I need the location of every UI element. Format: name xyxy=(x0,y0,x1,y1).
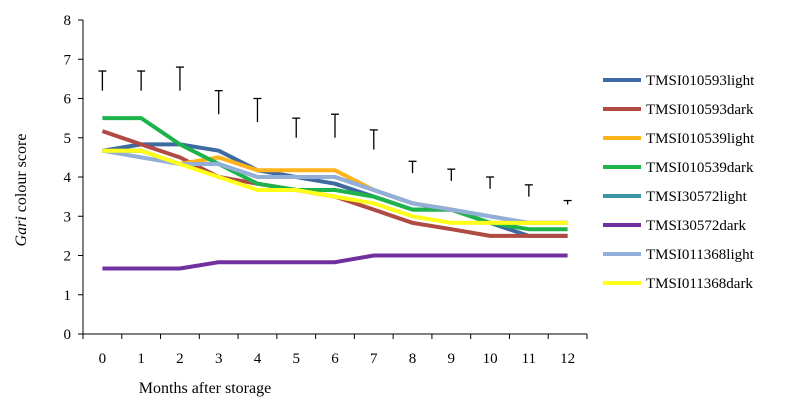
error-bar xyxy=(292,117,301,138)
error-bar xyxy=(369,129,378,150)
error-bar xyxy=(175,66,184,91)
legend-item: TMSI011368light xyxy=(603,247,755,263)
y-tick-label: 8 xyxy=(64,13,72,29)
x-tick-label: 1 xyxy=(137,351,145,367)
error-bar xyxy=(253,97,262,123)
series-lines xyxy=(101,116,568,271)
y-axis-title-italic: Gari xyxy=(13,216,30,246)
y-axis-title-rest: colour score xyxy=(13,134,30,217)
legend-label: TMSI010593light xyxy=(646,73,755,89)
x-tick-label: 5 xyxy=(292,351,300,367)
y-tick-label: 7 xyxy=(64,52,72,68)
legend-label: TMSI010539light xyxy=(646,131,755,147)
x-tick-label: 3 xyxy=(215,351,223,367)
error-bars xyxy=(98,66,572,205)
legend-item: TMSI010539light xyxy=(603,131,755,147)
x-tick-label: 4 xyxy=(254,351,262,367)
x-tick-label: 7 xyxy=(370,351,378,367)
x-tick-label: 11 xyxy=(522,351,536,367)
x-tick-label: 12 xyxy=(560,351,575,367)
x-tick-label: 6 xyxy=(331,351,339,367)
y-tick-label: 3 xyxy=(64,209,72,225)
legend-label: TMSI011368light xyxy=(646,247,755,263)
legend-item: TMSI30572dark xyxy=(603,218,746,234)
y-tick-label: 2 xyxy=(64,249,72,265)
x-axis-title: Months after storage xyxy=(139,380,271,397)
y-tick-label: 1 xyxy=(64,288,72,304)
error-bar xyxy=(447,168,456,181)
legend-item: TMSI30572light xyxy=(603,189,748,205)
x-tick-label: 2 xyxy=(176,351,184,367)
legend-label: TMSI30572dark xyxy=(646,218,746,234)
x-tick-label: 0 xyxy=(99,351,107,367)
y-axis-title: Gari colour score xyxy=(13,134,30,247)
error-bar xyxy=(563,199,572,205)
x-tick-label: 10 xyxy=(483,351,498,367)
x-tick-label: 8 xyxy=(409,351,417,367)
error-bar xyxy=(486,176,495,189)
y-tick-label: 0 xyxy=(64,327,72,343)
y-ticks: 0 1 2 3 4 5 6 7 8 xyxy=(64,13,83,343)
series-line xyxy=(102,148,568,225)
error-bar xyxy=(137,70,146,91)
legend-item: TMSI010593dark xyxy=(603,102,754,118)
y-tick-label: 6 xyxy=(64,92,72,108)
x-tick-label: 9 xyxy=(448,351,456,367)
x-ticks: 0 1 2 3 4 5 6 7 8 9 10 11 12 xyxy=(82,334,588,367)
error-bar xyxy=(408,160,417,174)
legend-item: TMSI011368dark xyxy=(603,276,753,292)
legend-item: TMSI010593light xyxy=(603,73,755,89)
error-bar xyxy=(98,70,107,91)
legend-label: TMSI011368dark xyxy=(646,276,753,292)
legend-label: TMSI30572light xyxy=(646,189,748,205)
legend-item: TMSI010539dark xyxy=(603,160,754,176)
error-bar xyxy=(214,90,223,115)
y-tick-label: 5 xyxy=(64,131,72,147)
legend-label: TMSI010593dark xyxy=(646,102,754,118)
y-tick-label: 4 xyxy=(64,170,72,186)
legend: TMSI010593light TMSI010593dark TMSI010539l… xyxy=(603,73,755,292)
error-bar xyxy=(524,184,533,197)
series-line xyxy=(102,253,568,271)
legend-label: TMSI010539dark xyxy=(646,160,754,176)
error-bar xyxy=(331,113,339,138)
